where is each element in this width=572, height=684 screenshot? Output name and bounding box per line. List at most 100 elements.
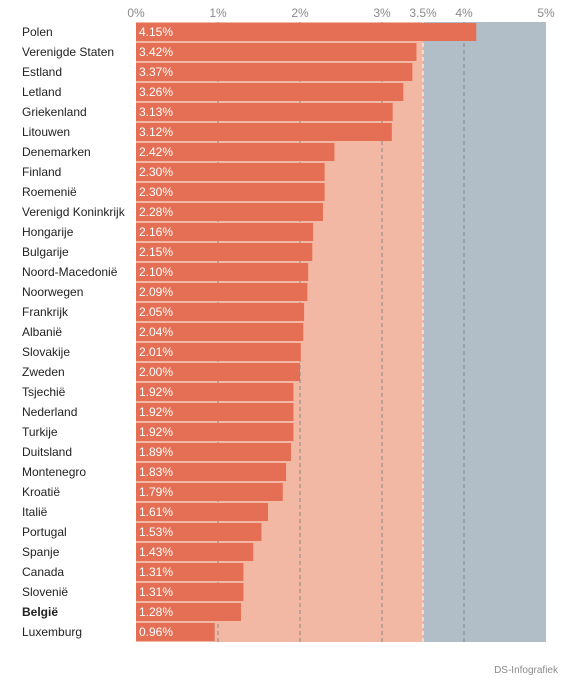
country-label: Verenigde Staten <box>22 45 114 59</box>
country-label: Bulgarije <box>22 245 69 259</box>
country-label: Canada <box>22 565 64 579</box>
bar <box>136 23 477 41</box>
country-label: Slovenië <box>22 585 68 599</box>
x-tick-label: 5% <box>537 6 555 20</box>
value-label: 1.28% <box>139 605 173 619</box>
bar <box>136 263 309 281</box>
country-label: Zweden <box>22 365 65 379</box>
x-tick-label: 3.5% <box>409 6 437 20</box>
bar <box>136 123 392 141</box>
value-label: 3.12% <box>139 125 173 139</box>
background-band-2 <box>423 22 546 642</box>
value-label: 0.96% <box>139 625 173 639</box>
bar <box>136 183 325 201</box>
value-label: 1.61% <box>139 505 173 519</box>
country-label: Polen <box>22 25 53 39</box>
country-label: Slovakije <box>22 345 70 359</box>
value-label: 2.30% <box>139 165 173 179</box>
value-label: 1.53% <box>139 525 173 539</box>
bar <box>136 383 294 401</box>
bar <box>136 343 301 361</box>
value-label: 4.15% <box>139 25 173 39</box>
bar <box>136 503 269 521</box>
bar <box>136 283 308 301</box>
bar <box>136 243 313 261</box>
bar <box>136 603 241 621</box>
bar <box>136 363 300 381</box>
bar <box>136 203 323 221</box>
country-label: Letland <box>22 85 61 99</box>
x-tick-label: 3% <box>373 6 391 20</box>
country-label: Roemenië <box>22 185 77 199</box>
value-label: 2.10% <box>139 265 173 279</box>
bar <box>136 623 215 641</box>
value-label: 2.05% <box>139 305 173 319</box>
bar <box>136 163 325 181</box>
value-label: 1.31% <box>139 565 173 579</box>
country-label: Finland <box>22 165 61 179</box>
bar <box>136 403 294 421</box>
value-label: 1.92% <box>139 425 173 439</box>
value-label: 2.16% <box>139 225 173 239</box>
bar <box>136 63 413 81</box>
bar <box>136 463 287 481</box>
value-label: 2.15% <box>139 245 173 259</box>
country-label: Nederland <box>22 405 77 419</box>
value-label: 2.04% <box>139 325 173 339</box>
value-label: 3.42% <box>139 45 173 59</box>
source-label: DS-Infografiek <box>494 665 558 676</box>
x-tick-label: 0% <box>127 6 145 20</box>
country-label: Verenigd Koninkrijk <box>22 205 126 219</box>
value-label: 1.89% <box>139 445 173 459</box>
country-label: Duitsland <box>22 445 72 459</box>
country-label: Litouwen <box>22 125 70 139</box>
country-label: Spanje <box>22 545 60 559</box>
country-label: Montenegro <box>22 465 86 479</box>
value-label: 2.30% <box>139 185 173 199</box>
value-label: 2.00% <box>139 365 173 379</box>
bar <box>136 223 314 241</box>
bar <box>136 523 262 541</box>
value-label: 1.31% <box>139 585 173 599</box>
country-label: Frankrijk <box>22 305 69 319</box>
value-label: 3.13% <box>139 105 173 119</box>
country-label: Portugal <box>22 525 67 539</box>
value-label: 1.92% <box>139 405 173 419</box>
value-label: 1.83% <box>139 465 173 479</box>
country-label: Denemarken <box>22 145 91 159</box>
bar <box>136 103 393 121</box>
bar <box>136 143 335 161</box>
bar <box>136 483 283 501</box>
x-tick-label: 1% <box>209 6 227 20</box>
bar <box>136 43 417 61</box>
value-label: 2.09% <box>139 285 173 299</box>
country-label: Tsjechië <box>22 385 66 399</box>
country-label: Estland <box>22 65 62 79</box>
bar <box>136 323 304 341</box>
value-label: 2.01% <box>139 345 173 359</box>
value-label: 1.79% <box>139 485 173 499</box>
bar <box>136 443 291 461</box>
country-label: Albanië <box>22 325 62 339</box>
bar <box>136 563 244 581</box>
value-label: 2.28% <box>139 205 173 219</box>
country-label: Turkije <box>22 425 58 439</box>
bar <box>136 583 244 601</box>
value-label: 2.42% <box>139 145 173 159</box>
country-label: Noorwegen <box>22 285 83 299</box>
bar <box>136 83 404 101</box>
country-label: Luxemburg <box>22 625 82 639</box>
bar <box>136 543 254 561</box>
value-label: 1.43% <box>139 545 173 559</box>
country-label: Kroatië <box>22 485 60 499</box>
bar <box>136 303 305 321</box>
x-tick-label: 2% <box>291 6 309 20</box>
x-tick-label: 4% <box>455 6 473 20</box>
bar <box>136 423 294 441</box>
value-label: 3.37% <box>139 65 173 79</box>
country-label: België <box>22 605 58 619</box>
value-label: 1.92% <box>139 385 173 399</box>
country-label: Italië <box>22 505 48 519</box>
country-label: Griekenland <box>22 105 87 119</box>
